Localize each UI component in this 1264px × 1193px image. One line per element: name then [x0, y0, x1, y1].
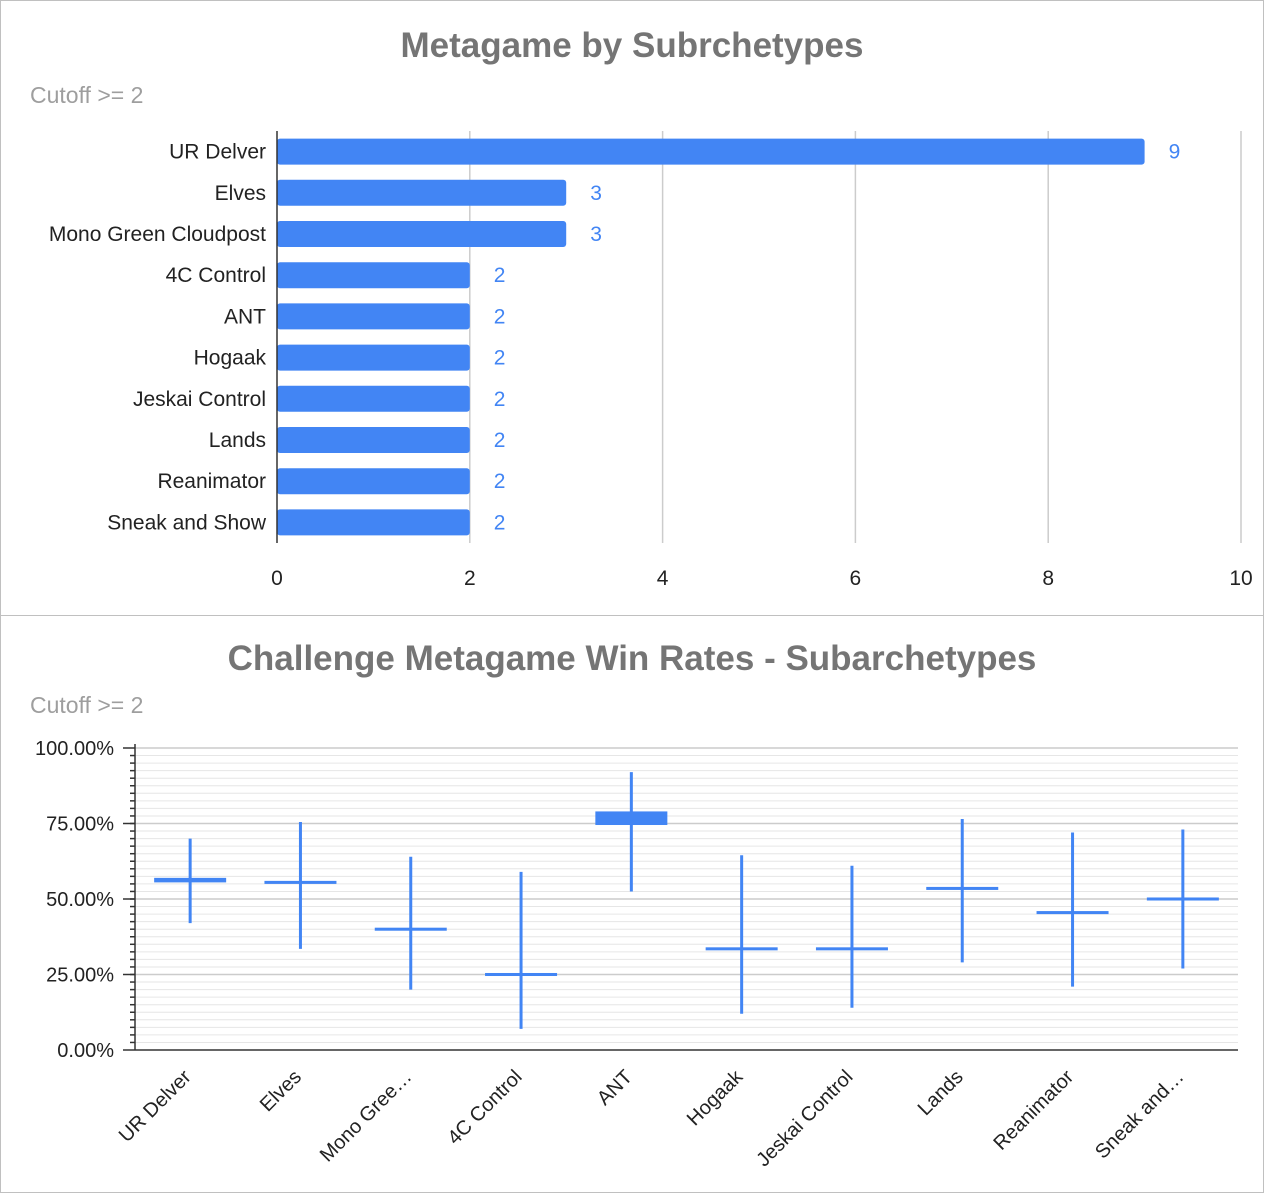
category-label: 4C Control [166, 264, 266, 287]
x-tick-label: Elves [256, 1066, 306, 1116]
bar-chart-plot: 0 2 4 6 8 10 UR Delver 9 Elves 3 Mono Green Cloudp… [49, 131, 1253, 590]
y-tick-label: 75.00% [46, 814, 114, 836]
x-tick-label: Hogaak [683, 1065, 748, 1130]
candle-body [705, 947, 778, 951]
data-label: 2 [494, 347, 506, 370]
bar [277, 427, 470, 453]
bar [277, 221, 567, 247]
chart-title: Challenge Metagame Win Rates - Subarchet… [227, 639, 1037, 678]
y-tick-label: 25.00% [46, 965, 114, 987]
category-label: ANT [224, 305, 266, 328]
metagame-bar-chart-panel: Metagame by Subrchetypes Cutoff >= 2 0 2 4… [0, 0, 1264, 616]
bar [277, 179, 567, 206]
chart-subtitle: Cutoff >= 2 [30, 692, 144, 718]
data-label: 3 [590, 182, 602, 205]
x-tick-label: Lands [914, 1066, 968, 1120]
y-tick-label: 0.00% [57, 1040, 114, 1062]
category-label: UR Delver [169, 141, 266, 164]
data-label: 2 [494, 429, 506, 452]
data-label: 9 [1169, 141, 1181, 164]
chart-subtitle: Cutoff >= 2 [30, 82, 144, 108]
x-tick-label: Mono Gree… [316, 1066, 416, 1166]
data-label: 3 [590, 223, 602, 246]
category-label: Elves [215, 182, 266, 205]
bar [277, 303, 470, 330]
x-tick-label: 4C Control [443, 1066, 526, 1149]
candle-body [1146, 897, 1219, 901]
x-tick-label: 4 [657, 567, 669, 590]
category-label: Mono Green Cloudpost [49, 223, 266, 246]
bar [277, 138, 1145, 165]
chart-title: Metagame by Subrchetypes [400, 26, 864, 65]
bar [277, 509, 470, 536]
bar [277, 385, 470, 412]
x-tick-label: UR Delver [115, 1066, 196, 1147]
x-tick-label: Sneak and… [1091, 1066, 1188, 1163]
data-label: 2 [494, 264, 506, 287]
data-label: 2 [494, 388, 506, 411]
bar [277, 344, 470, 371]
y-tick-label: 50.00% [46, 889, 114, 911]
candle-body [374, 927, 447, 931]
candlestick-chart-plot: 0.00% 25.00% 50.00% 75.00% 100.00% UR Delver E… [35, 738, 1238, 1171]
x-tick-label: Reanimator [989, 1066, 1078, 1155]
category-label: Lands [209, 429, 266, 452]
candle-body [264, 880, 337, 884]
y-tick-label: 100.00% [35, 738, 114, 760]
data-label: 2 [494, 511, 506, 534]
category-label: Reanimator [157, 470, 266, 493]
x-tick-label: 10 [1229, 567, 1252, 590]
candle-body [926, 886, 999, 890]
candle-body [485, 972, 558, 977]
x-tick-label: Jeskai Control [752, 1066, 857, 1171]
bar [277, 468, 470, 495]
candle-body [1036, 911, 1109, 915]
candle-body [815, 947, 888, 951]
candle-body [595, 811, 668, 826]
x-tick-label: ANT [593, 1066, 637, 1110]
category-label: Sneak and Show [107, 511, 267, 534]
candle-body [154, 877, 227, 883]
x-tick-label: 2 [464, 567, 476, 590]
x-tick-label: 8 [1042, 567, 1054, 590]
data-label: 2 [494, 470, 506, 493]
win-rate-candlestick-panel: Challenge Metagame Win Rates - Subarchet… [0, 615, 1264, 1193]
x-tick-label: 0 [271, 567, 283, 590]
category-label: Jeskai Control [133, 388, 266, 411]
category-label: Hogaak [194, 347, 267, 370]
x-tick-label: 6 [850, 567, 862, 590]
data-label: 2 [494, 305, 506, 328]
bar [277, 262, 470, 289]
